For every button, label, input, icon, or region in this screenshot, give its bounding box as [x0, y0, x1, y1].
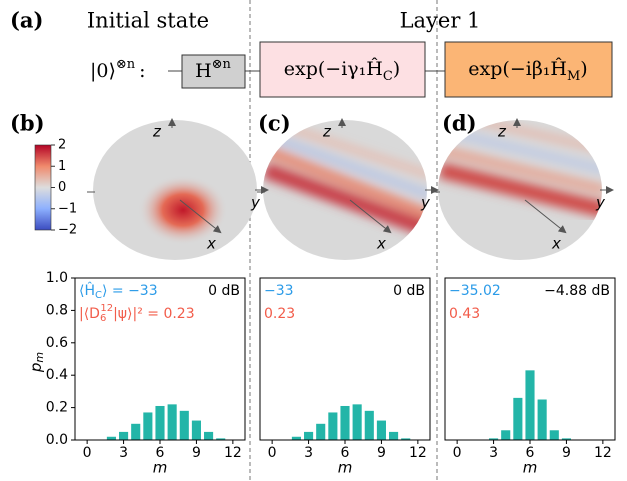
bar [204, 432, 213, 440]
x-tick-label: 0 [453, 445, 462, 461]
colorbar-tick-label: 0 [58, 180, 66, 195]
section-title: Initial state [87, 9, 209, 33]
y-tick-label: 0.2 [46, 400, 68, 416]
colorbar-tick-label: −1 [58, 201, 77, 216]
colorbar-tick-label: 2 [58, 138, 66, 153]
axis-label: x [376, 235, 386, 253]
gate-label: exp(−iγ₁ĤC) [284, 57, 400, 84]
bar [389, 432, 398, 440]
panel-label: (d) [442, 111, 477, 136]
bar [304, 432, 313, 440]
bar [131, 424, 140, 440]
annotation: ⟨ĤC⟩ = −33 [79, 281, 158, 301]
axis-label: z [497, 123, 507, 141]
annotation: 0 dB [208, 283, 240, 299]
annotation: 0.23 [264, 306, 295, 322]
axis-label: y [595, 194, 606, 212]
x-axis-label: m [338, 459, 353, 477]
annotation: −4.88 dB [544, 283, 610, 299]
axis-label: x [551, 235, 561, 253]
bar [168, 404, 177, 440]
panel-label: (c) [258, 111, 291, 136]
bar [155, 406, 164, 440]
annotation: −35.02 [449, 283, 501, 299]
annotation: 0 dB [393, 283, 425, 299]
bar [550, 430, 559, 440]
y-axis-label: pm [27, 352, 47, 373]
bar [316, 424, 325, 440]
figure: (a) Initial state Layer 1 (b) (c) (d) |0… [0, 0, 627, 481]
bar [192, 421, 201, 440]
bar [340, 406, 349, 440]
bar [180, 411, 189, 440]
x-tick-label: 9 [562, 445, 571, 461]
bar [119, 432, 128, 440]
bar [143, 412, 152, 440]
x-tick-label: 9 [377, 445, 386, 461]
axis-label: x [206, 235, 216, 253]
x-tick-label: 3 [304, 445, 313, 461]
panel-label: (a) [10, 8, 43, 33]
colorbar [35, 145, 51, 230]
y-tick-label: 1.0 [46, 270, 68, 286]
x-tick-label: 0 [83, 445, 92, 461]
x-tick-label: 0 [268, 445, 277, 461]
axis-label: y [420, 194, 431, 212]
annotation: −33 [264, 283, 294, 299]
axis-label: z [322, 123, 332, 141]
bar [538, 400, 547, 441]
x-tick-label: 12 [409, 445, 427, 461]
y-tick-label: 0.4 [46, 367, 68, 383]
bar [377, 421, 386, 440]
axis-label: y [250, 194, 261, 212]
annotation: |⟨D612|ψ⟩|² = 0.23 [79, 303, 195, 324]
annotation: 0.43 [449, 306, 480, 322]
y-tick-label: 0.6 [46, 335, 68, 351]
x-tick-label: 3 [489, 445, 498, 461]
bar [501, 430, 510, 440]
y-tick-label: 0.0 [46, 432, 68, 448]
axis-label: z [152, 123, 162, 141]
section-title: Layer 1 [400, 9, 481, 33]
circuit-input: |0⟩⊗n: [90, 57, 146, 83]
bar [353, 404, 362, 440]
bar [328, 412, 337, 440]
panel-label: (b) [10, 111, 45, 136]
colorbar-tick-label: 1 [58, 159, 66, 174]
x-tick-label: 12 [224, 445, 242, 461]
x-tick-label: 9 [192, 445, 201, 461]
x-axis-label: m [523, 459, 538, 477]
bar [365, 411, 374, 440]
x-tick-label: 3 [119, 445, 128, 461]
y-tick-label: 0.8 [46, 302, 68, 318]
bar [513, 398, 522, 440]
x-axis-label: m [153, 459, 168, 477]
colorbar-tick-label: −2 [58, 223, 77, 238]
x-tick-label: 12 [594, 445, 612, 461]
bar [525, 370, 534, 440]
